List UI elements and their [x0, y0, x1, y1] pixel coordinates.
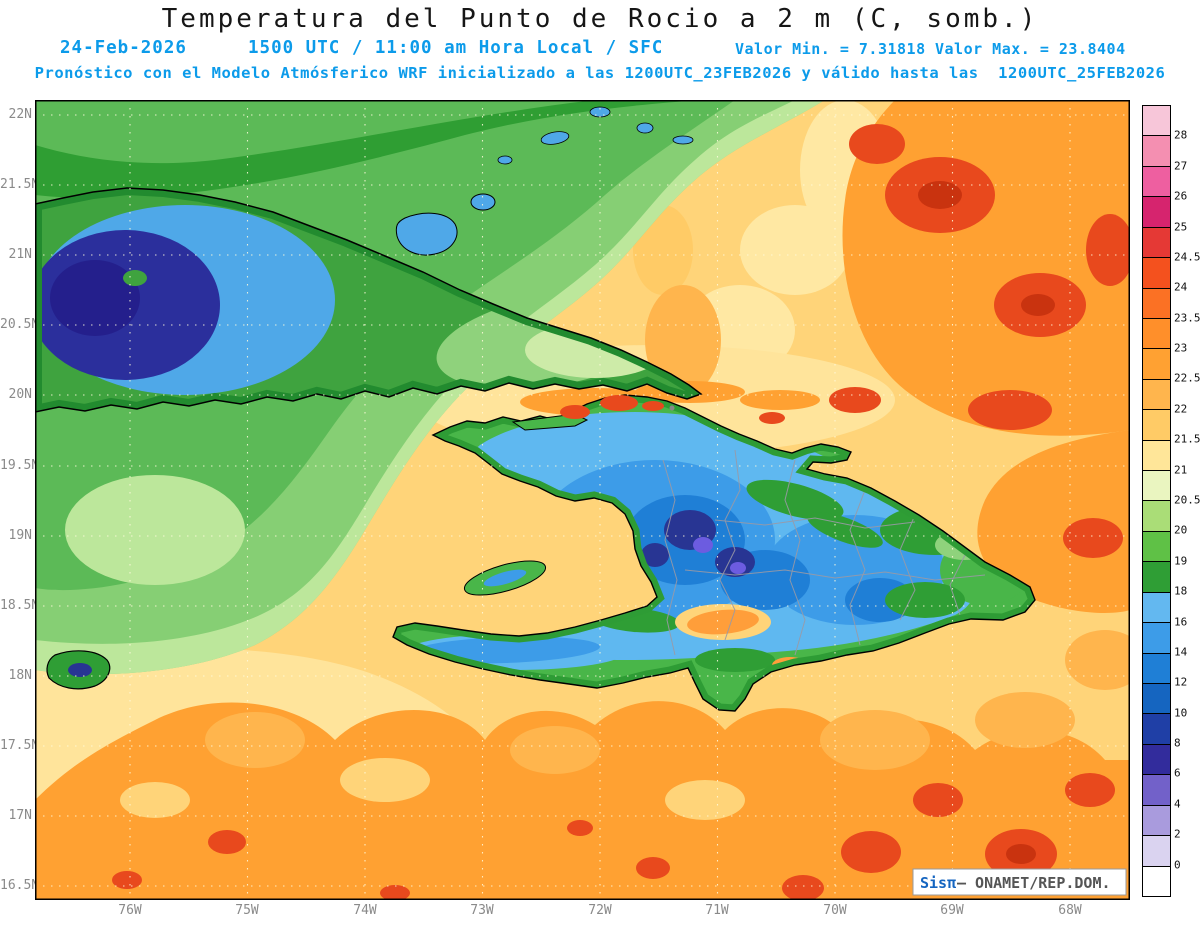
jamaica-island: [46, 650, 111, 690]
min-value-label: Valor Min. = 7.31818: [735, 40, 926, 58]
map-frame: [35, 100, 1130, 900]
gonave-island: [463, 560, 547, 596]
colorbar-tick-label: 22: [1174, 402, 1188, 416]
dewpoint-map: Sisπ – ONAMET/REP.DOM.: [34, 100, 1145, 901]
lon-tick-label: 75W: [235, 903, 259, 918]
colorbar-tick-label: 24: [1174, 280, 1188, 294]
lon-tick-label: 76W: [118, 903, 142, 918]
colorbar-tick-label: 12: [1174, 675, 1188, 689]
colorbar-segment: [1143, 287, 1170, 318]
colorbar-segment: [1143, 652, 1170, 684]
colorbar-tick-label: 6: [1174, 766, 1181, 780]
watermark-brand: Sisπ: [920, 874, 956, 892]
colorbar-tick-label: 16: [1174, 615, 1188, 629]
lon-tick-label: 74W: [353, 903, 377, 918]
colorbar-segment: [1143, 378, 1170, 410]
colorbar-segment: [1143, 804, 1170, 836]
colorbar-tick-label: 18: [1174, 584, 1188, 598]
colorbar-tick-label: 4: [1174, 797, 1181, 811]
forecast-time: 1500 UTC / 11:00 am Hora Local / SFC: [248, 38, 664, 58]
colorbar-segment: [1143, 683, 1170, 714]
lat-tick-label: 19N: [8, 528, 32, 543]
colorbar-segment: [1143, 226, 1170, 258]
forecast-date: 24-Feb-2026: [60, 38, 187, 58]
watermark-text: – ONAMET/REP.DOM.: [957, 874, 1111, 892]
colorbar-tick-label: 10: [1174, 706, 1188, 719]
colorbar: [1142, 105, 1171, 897]
map-canvas: Sisπ – ONAMET/REP.DOM.: [34, 100, 1145, 901]
lat-tick-label: 21N: [8, 247, 32, 262]
colorbar-segment: [1143, 561, 1170, 592]
colorbar-tick-label: 21: [1174, 463, 1188, 477]
north-coast-hotspots: [560, 387, 881, 424]
colorbar-tick-label: 21.5: [1174, 432, 1200, 446]
lon-tick-label: 69W: [940, 903, 964, 918]
lat-tick-label: 17N: [8, 808, 32, 823]
colorbar-tick-label: 2: [1174, 827, 1181, 841]
lat-tick-label: 20N: [8, 387, 32, 402]
colorbar-segment: [1143, 348, 1170, 379]
colorbar-tick-label: 28: [1174, 128, 1188, 142]
colorbar-tick-label: 19: [1174, 554, 1188, 568]
lon-tick-label: 73W: [470, 903, 494, 918]
lat-tick-label: 20.5N: [0, 317, 40, 332]
lat-tick-label: 22N: [8, 107, 32, 122]
lat-tick-label: 16.5N: [0, 878, 40, 893]
colorbar-segment: [1143, 317, 1170, 349]
lon-tick-label: 72W: [588, 903, 612, 918]
grid-lines: [35, 100, 1130, 900]
colorbar-segment: [1143, 713, 1170, 744]
map-title: Temperatura del Punto de Rocio a 2 m (C,…: [161, 4, 1039, 34]
lat-tick-label: 18N: [8, 668, 32, 683]
colorbar-segment: [1143, 165, 1170, 197]
colorbar-segment: [1143, 257, 1170, 288]
lon-tick-label: 70W: [823, 903, 847, 918]
colorbar-segment: [1143, 865, 1170, 896]
lon-tick-label: 68W: [1058, 903, 1082, 918]
colorbar-tick-label: 0: [1174, 858, 1181, 872]
colorbar-segment: [1143, 196, 1170, 227]
lat-tick-label: 17.5N: [0, 738, 40, 753]
lat-tick-label: 18.5N: [0, 598, 40, 613]
colorbar-tick-label: 26: [1174, 189, 1188, 203]
colorbar-segment: [1143, 106, 1170, 136]
colorbar-tick-label: 27: [1174, 159, 1188, 173]
colorbar-segment: [1143, 500, 1170, 531]
colorbar-tick-label: 20.5: [1174, 493, 1200, 507]
colorbar-segment: [1143, 774, 1170, 805]
colorbar-tick-label: 14: [1174, 645, 1188, 659]
colorbar-segment: [1143, 622, 1170, 653]
colorbar-tick-label: 23: [1174, 341, 1188, 355]
colorbar-segment: [1143, 470, 1170, 501]
colorbar-tick-label: 20: [1174, 523, 1188, 537]
station-marker: [669, 405, 675, 411]
colorbar-tick-label: 8: [1174, 736, 1181, 750]
max-value-label: Valor Max. = 23.8404: [935, 40, 1126, 58]
colorbar-segment: [1143, 835, 1170, 866]
colorbar-tick-label: 23.5: [1174, 311, 1200, 324]
colorbar-labels: 28 27 26 25 24.5 24 23.5 23 22.5 22 21.5…: [1174, 105, 1200, 895]
colorbar-segment: [1143, 591, 1170, 623]
lon-tick-label: 71W: [705, 903, 729, 918]
model-info-line: Pronóstico con el Modelo Atmósferico WRF…: [34, 64, 1166, 82]
colorbar-segment: [1143, 135, 1170, 166]
colorbar-segment: [1143, 409, 1170, 440]
colorbar-tick-label: 24.5: [1174, 250, 1200, 264]
admin-boundaries: [662, 449, 986, 656]
lat-tick-label: 21.5N: [0, 177, 40, 192]
colorbar-tick-label: 22.5: [1174, 371, 1200, 385]
colorbar-segment: [1143, 439, 1170, 471]
colorbar-tick-label: 25: [1174, 220, 1188, 234]
colorbar-segment: [1143, 530, 1170, 562]
colorbar-segment: [1143, 743, 1170, 775]
watermark: Sisπ – ONAMET/REP.DOM.: [912, 868, 1127, 896]
lat-tick-label: 19.5N: [0, 458, 40, 473]
